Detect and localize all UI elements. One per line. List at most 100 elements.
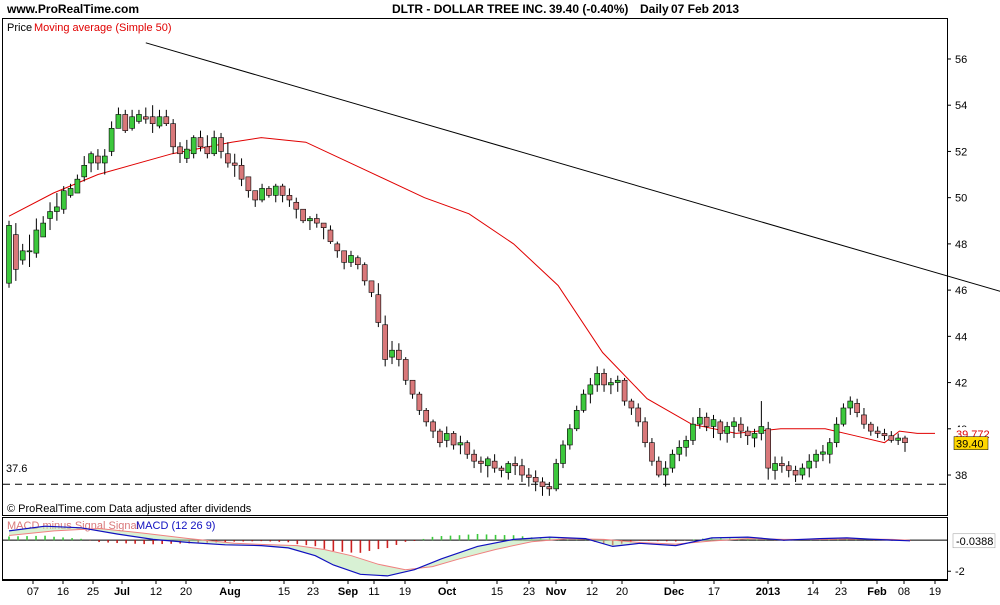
data-note: © ProRealTime.com Data adjusted after di… — [7, 503, 252, 515]
candle-body — [266, 188, 272, 196]
candle-body — [601, 373, 607, 386]
candle-body — [840, 407, 847, 425]
candle-body — [744, 430, 751, 437]
price-tick-label: 46 — [955, 285, 967, 297]
candle-body — [423, 410, 430, 423]
candle-body — [231, 162, 238, 166]
candle-body — [580, 393, 587, 411]
candle-body — [669, 453, 676, 469]
price-value-text: 39.40 — [956, 439, 984, 451]
candle-body — [190, 137, 197, 155]
candle-body — [519, 465, 525, 476]
candle-body — [457, 442, 464, 446]
price-tick-label: 48 — [955, 239, 967, 251]
candle-body — [484, 458, 491, 467]
candle-body — [902, 437, 908, 443]
price-tick-label: 56 — [955, 54, 967, 66]
candle-body — [402, 359, 409, 381]
trendline-segment — [145, 42, 1000, 292]
candle-body — [272, 185, 279, 196]
candle-body — [320, 222, 327, 229]
candle-body — [614, 379, 621, 383]
x-tick-label: 23 — [523, 586, 535, 598]
candle-body — [450, 433, 457, 446]
candlestick-series — [6, 105, 908, 496]
candle-body — [259, 188, 265, 201]
price-value-badge — [953, 436, 989, 450]
candle-body — [136, 114, 142, 122]
macd-legend: MACD (12 26 9) — [136, 520, 215, 532]
candle-body — [724, 426, 730, 434]
candle-body — [115, 114, 122, 129]
x-tick-label: Nov — [546, 586, 568, 598]
candle-body — [785, 465, 792, 471]
x-tick-label: 12 — [150, 586, 162, 598]
candle-body — [587, 384, 594, 395]
x-tick-label: 15 — [491, 586, 503, 598]
candle-body — [806, 460, 813, 469]
candle-body — [67, 188, 74, 196]
candle-body — [854, 403, 860, 413]
candle-body — [690, 423, 696, 441]
candle-body — [895, 437, 901, 441]
x-tick-label: 12 — [586, 586, 598, 598]
x-tick-label: 17 — [708, 586, 720, 598]
x-tick-label: 23 — [307, 586, 319, 598]
macd-panel[interactable] — [2, 517, 948, 580]
candle-body — [717, 421, 724, 434]
candle-body — [177, 146, 183, 155]
candle-body — [129, 116, 135, 129]
candle-body — [286, 195, 293, 201]
candle-body — [683, 440, 689, 448]
candle-body — [703, 416, 710, 427]
candle-body — [341, 250, 347, 263]
price-panel[interactable] — [2, 18, 948, 516]
candle-body — [532, 477, 539, 483]
ticker-label: DLTR - DOLLAR TREE INC. — [392, 2, 546, 16]
candle-body — [567, 428, 573, 446]
x-tick-label: Feb — [867, 586, 887, 598]
candle-body — [197, 137, 204, 148]
candle-body — [416, 393, 423, 411]
quote-label: 39.40 (-0.40%) — [549, 2, 628, 16]
candle-body — [348, 255, 354, 263]
candle-body — [662, 467, 669, 476]
candle-body — [478, 460, 484, 464]
candle-body — [820, 451, 826, 455]
x-tick-label: 23 — [835, 586, 847, 598]
candle-body — [573, 410, 580, 430]
candle-body — [122, 114, 129, 131]
candle-body — [375, 294, 382, 323]
candle-body — [628, 400, 635, 409]
candle-body — [389, 349, 395, 358]
candle-body — [238, 165, 245, 180]
candle-body — [279, 185, 286, 196]
candle-body — [526, 474, 532, 478]
macd-value-text: -0.0388 — [956, 536, 993, 548]
candle-body — [505, 463, 512, 474]
candle-body — [293, 201, 300, 210]
support-level-label: 37.6 — [6, 463, 27, 475]
candle-body — [355, 257, 361, 265]
candle-body — [881, 433, 888, 437]
candle-body — [81, 165, 88, 178]
candle-body — [471, 453, 477, 462]
candle-body — [649, 442, 655, 462]
candle-body — [888, 435, 895, 441]
trendline — [145, 42, 1000, 292]
x-tick-label: Sep — [338, 586, 358, 598]
macd-line — [8, 525, 911, 577]
candle-body — [710, 419, 717, 427]
macd-tick-label: -2 — [955, 566, 965, 578]
x-tick-label: Dec — [664, 586, 684, 598]
x-tick-label: Aug — [219, 586, 240, 598]
candle-body — [101, 155, 108, 164]
candle-body — [327, 229, 334, 242]
candle-body — [163, 116, 170, 124]
macd-series — [3, 525, 947, 577]
candle-body — [6, 225, 12, 284]
candle-body — [74, 178, 81, 194]
candle-body — [307, 218, 313, 222]
